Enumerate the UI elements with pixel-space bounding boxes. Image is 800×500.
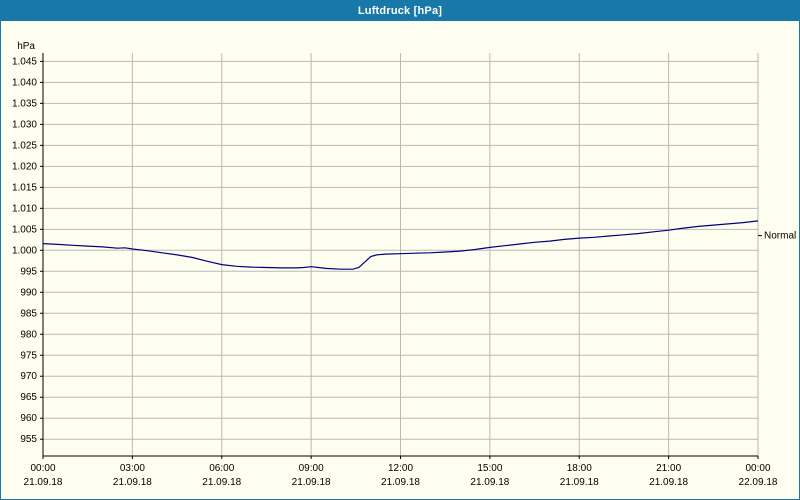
x-tick-time-label: 12:00 xyxy=(388,463,413,474)
x-tick-time-label: 21:00 xyxy=(656,463,681,474)
y-tick-label: 1.005 xyxy=(12,224,37,235)
y-axis-unit-label: hPa xyxy=(17,41,35,52)
normal-marker-label: Normal xyxy=(764,231,796,242)
y-tick-label: 965 xyxy=(20,392,37,403)
x-tick-date-label: 21.09.18 xyxy=(470,477,509,488)
y-tick-label: 1.020 xyxy=(12,161,37,172)
y-tick-label: 990 xyxy=(20,287,37,298)
chart-line-luftdruck xyxy=(42,220,759,270)
x-tick-date-label: 21.09.18 xyxy=(649,477,688,488)
x-tick-date-label: 21.09.18 xyxy=(113,477,152,488)
window-title: Luftdruck [hPa] xyxy=(357,5,443,17)
y-tick-label: 1.010 xyxy=(12,203,37,214)
y-tick-label: 955 xyxy=(20,434,37,445)
chart-area: 1.045 1.040 1.035 1.030 1.025 1.020 1.015 1.010… xyxy=(1,21,799,499)
window-titlebar: Luftdruck [hPa] xyxy=(1,1,799,21)
y-tick-label: 1.035 xyxy=(12,98,37,109)
x-tick-date-label: 21.09.18 xyxy=(292,477,331,488)
x-tick-time-label: 00:00 xyxy=(745,463,770,474)
x-tick-time-label: 18:00 xyxy=(567,463,592,474)
y-tick-label: 995 xyxy=(20,266,37,277)
y-tick-label: 1.000 xyxy=(12,245,37,256)
y-tick-label: 980 xyxy=(20,329,37,340)
y-tick-label: 1.015 xyxy=(12,182,37,193)
x-tick-date-label: 22.09.18 xyxy=(739,477,778,488)
y-tick-label: 985 xyxy=(20,308,37,319)
pressure-line-chart: 1.045 1.040 1.035 1.030 1.025 1.020 1.015 1.010… xyxy=(12,41,796,488)
y-tick-label: 1.045 xyxy=(12,56,37,67)
y-tick-label: 970 xyxy=(20,371,37,382)
y-tick-label: 960 xyxy=(20,413,37,424)
y-tick-label: 1.040 xyxy=(12,77,37,88)
y-tick-label: 1.030 xyxy=(12,119,37,130)
x-tick-time-label: 09:00 xyxy=(299,463,324,474)
x-tick-date-label: 21.09.18 xyxy=(560,477,599,488)
x-tick-time-label: 03:00 xyxy=(120,463,145,474)
x-tick-date-label: 21.09.18 xyxy=(202,477,241,488)
x-tick-date-label: 21.09.18 xyxy=(381,477,420,488)
y-tick-label: 975 xyxy=(20,350,37,361)
y-tick-label: 1.025 xyxy=(12,140,37,151)
x-tick-time-label: 06:00 xyxy=(209,463,234,474)
x-tick-time-label: 15:00 xyxy=(477,463,502,474)
x-tick-date-label: 21.09.18 xyxy=(24,477,63,488)
x-tick-time-label: 00:00 xyxy=(30,463,55,474)
